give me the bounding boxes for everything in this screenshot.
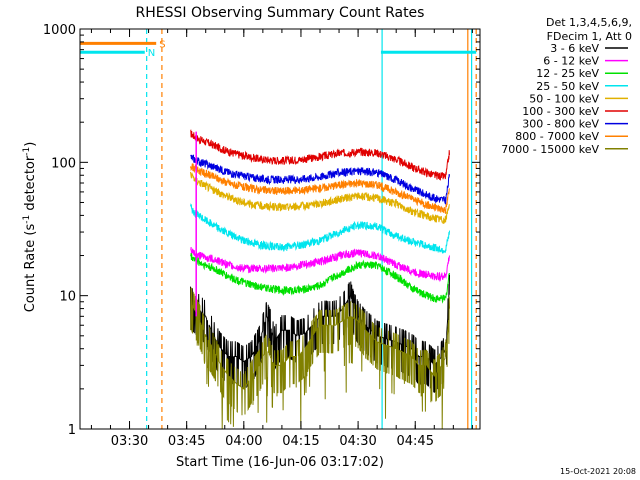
series-line-8 [190, 287, 450, 429]
legend-label: 800 - 7000 keV [515, 130, 599, 143]
series-line-3 [190, 171, 450, 224]
legend-label: 300 - 800 keV [522, 118, 599, 131]
legend-header-decimation: FDecim 1, Att 0 [547, 30, 632, 43]
legend: Det 1,3,4,5,6,9, FDecim 1, Att 0 3 - 6 k… [501, 16, 632, 156]
series-line-4 [190, 203, 450, 254]
legend-label: 12 - 25 keV [536, 67, 599, 80]
x-tick-label: 04:30 [339, 434, 376, 449]
x-axis-label: Start Time (16-Jun-06 03:17:02) [176, 455, 384, 470]
status-marker-label: N [148, 48, 155, 59]
generation-timestamp: 15-Oct-2021 20:08 [560, 467, 636, 476]
plot-area: SN [80, 29, 477, 429]
legend-label: 25 - 50 keV [536, 80, 599, 93]
axes: 1 10 100 1000 03:30 03:45 04:00 04:15 04:30 04:45 [43, 23, 481, 449]
series-line-2 [190, 163, 450, 214]
y-tick-label: 1 [68, 423, 76, 438]
legend-label: 50 - 100 keV [529, 92, 599, 105]
series-line-6 [190, 252, 450, 304]
x-tick-label: 04:15 [282, 434, 319, 449]
y-axis-label-sup1: -1 [22, 215, 32, 224]
y-tick-label: 1000 [43, 23, 76, 38]
legend-label: 7000 - 15000 keV [501, 143, 599, 156]
chart-title: RHESSI Observing Summary Count Rates [136, 5, 425, 21]
y-tick-label: 100 [51, 156, 76, 171]
y-axis-label-sup2: -1 [22, 147, 32, 156]
y-axis-label-main: Count Rate (s [23, 224, 38, 313]
legend-header-detectors: Det 1,3,4,5,6,9, [546, 16, 632, 29]
series-line-5 [190, 246, 450, 283]
y-axis-label-end: ) [23, 142, 38, 147]
y-axis-label-mid: detector [23, 155, 38, 215]
y-tick-label: 10 [59, 290, 76, 305]
legend-label: 100 - 300 keV [522, 105, 599, 118]
legend-label: 6 - 12 keV [543, 55, 599, 68]
x-tick-label: 04:45 [397, 434, 434, 449]
y-axis-label: Count Rate (s-1 detector-1) [22, 142, 38, 313]
series-line-0 [190, 129, 450, 182]
x-tick-label: 03:45 [168, 434, 205, 449]
status-marker-label: S [159, 39, 165, 50]
plot-frame [79, 28, 481, 430]
series-line-1 [190, 154, 450, 205]
x-tick-label: 04:00 [225, 434, 262, 449]
legend-label: 3 - 6 keV [550, 42, 599, 55]
x-tick-label: 03:30 [111, 434, 148, 449]
